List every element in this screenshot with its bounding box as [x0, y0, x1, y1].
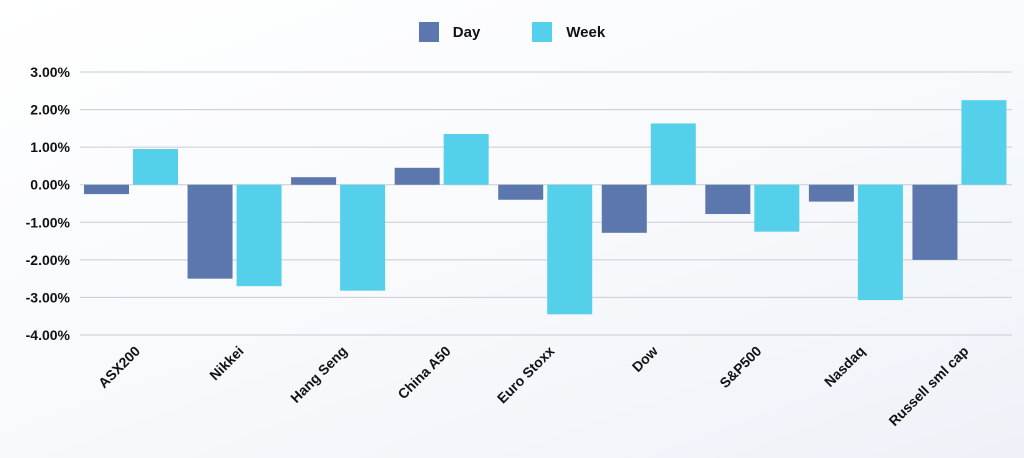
bar-day [394, 167, 440, 185]
legend-label-day: Day [452, 23, 481, 41]
bar-day [705, 184, 751, 215]
y-tick-label: 0.00% [30, 177, 70, 193]
bar-day [187, 184, 233, 279]
legend-item-day: Day [418, 22, 481, 42]
bar-day [808, 184, 854, 202]
bar-day [84, 184, 129, 195]
bar-week [857, 184, 903, 301]
legend-label-week: Week [566, 23, 606, 41]
bar-day [498, 184, 544, 200]
bar-week [133, 149, 178, 185]
y-tick-label: 2.00% [30, 102, 70, 118]
legend: Day Week [0, 22, 1024, 42]
bars [84, 100, 1007, 315]
x-axis-labels: ASX200 Nikkei Hang Seng China A50 Euro Stoxx… [95, 343, 972, 429]
gridlines [80, 71, 1012, 336]
bar-week [236, 184, 282, 287]
x-category-label: Hang Seng [287, 343, 350, 406]
bar-week [547, 184, 593, 315]
y-tick-label: -3.00% [26, 289, 71, 305]
x-category-label: Russell sml cap [885, 343, 971, 429]
bar-week [754, 184, 800, 232]
legend-item-week: Week [532, 22, 605, 42]
y-tick-label: 3.00% [30, 64, 70, 80]
x-category-label: Nikkei [206, 343, 246, 383]
x-category-label: ASX200 [95, 343, 143, 391]
y-tick-label: 1.00% [30, 139, 70, 155]
bar-day [601, 184, 647, 233]
y-axis-ticks: 3.00% 2.00% 1.00% 0.00% -1.00% -2.00% -3.00% -4… [26, 64, 71, 343]
x-category-label: Nasdaq [821, 343, 868, 390]
bar-day [291, 177, 337, 185]
legend-swatch-week [532, 22, 553, 42]
x-category-label: China A50 [394, 343, 454, 403]
y-tick-label: -2.00% [26, 252, 71, 268]
x-category-label: Dow [629, 343, 661, 375]
bar-day [912, 184, 958, 260]
x-category-label: S&P500 [716, 343, 764, 391]
bar-week [340, 184, 386, 291]
y-tick-label: -4.00% [26, 327, 71, 343]
legend-swatch-day [418, 22, 439, 42]
bar-week [650, 123, 696, 185]
x-category-label: Euro Stoxx [494, 343, 558, 407]
bar-week [443, 133, 489, 185]
y-tick-label: -1.00% [26, 214, 71, 230]
bar-week [961, 100, 1007, 185]
